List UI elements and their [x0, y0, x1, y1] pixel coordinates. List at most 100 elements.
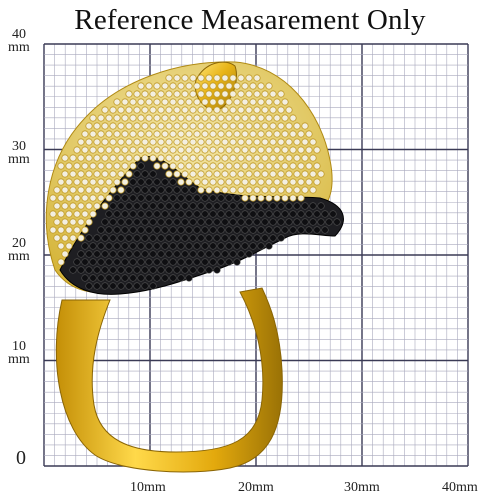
black-stone [249, 242, 257, 250]
white-stone [249, 178, 257, 186]
white-stone [121, 162, 129, 170]
white-stone [293, 186, 301, 194]
black-stone [213, 266, 221, 274]
black-stone [201, 210, 209, 218]
white-stone [193, 82, 201, 90]
black-stone [241, 242, 249, 250]
white-stone [209, 146, 217, 154]
black-stone [185, 242, 193, 250]
white-stone [253, 90, 261, 98]
white-stone [257, 114, 265, 122]
white-stone [313, 178, 321, 186]
white-stone [65, 210, 73, 218]
white-stone [245, 154, 253, 162]
black-stone [125, 234, 133, 242]
black-stone [97, 242, 105, 250]
black-stone [181, 250, 189, 258]
white-stone [125, 154, 133, 162]
black-stone [125, 218, 133, 226]
white-stone [317, 170, 325, 178]
black-stone [261, 218, 269, 226]
white-stone [281, 130, 289, 138]
white-stone [121, 130, 129, 138]
black-stone [145, 258, 153, 266]
black-stone [81, 258, 89, 266]
white-stone [177, 114, 185, 122]
white-stone [297, 178, 305, 186]
black-stone [93, 250, 101, 258]
y-axis-label-unit: mm [8, 352, 30, 367]
y-axis-label-number: 30 [12, 139, 26, 154]
black-stone [117, 282, 125, 290]
white-stone [277, 138, 285, 146]
white-stone [193, 146, 201, 154]
black-stone [177, 258, 185, 266]
white-stone [69, 234, 77, 242]
white-stone [229, 90, 237, 98]
y-axis-label-unit: mm [8, 40, 30, 55]
black-stone [213, 234, 221, 242]
white-stone [65, 194, 73, 202]
white-stone [97, 162, 105, 170]
black-stone [133, 170, 141, 178]
white-stone [297, 162, 305, 170]
white-stone [197, 106, 205, 114]
black-stone [109, 202, 117, 210]
white-stone [273, 162, 281, 170]
white-stone [109, 138, 117, 146]
black-stone [229, 202, 237, 210]
black-stone [205, 218, 213, 226]
white-stone [125, 138, 133, 146]
white-stone [133, 106, 141, 114]
white-stone [77, 234, 85, 242]
black-stone [117, 234, 125, 242]
black-stone [141, 282, 149, 290]
black-stone [113, 258, 121, 266]
white-stone [185, 114, 193, 122]
white-stone [165, 74, 173, 82]
white-stone [209, 82, 217, 90]
black-stone [193, 226, 201, 234]
black-stone [189, 202, 197, 210]
white-stone [261, 106, 269, 114]
black-stone [165, 218, 173, 226]
black-stone [173, 218, 181, 226]
white-stone [69, 186, 77, 194]
white-stone [85, 154, 93, 162]
black-stone [245, 250, 253, 258]
white-stone [121, 114, 129, 122]
white-stone [61, 186, 69, 194]
black-stone [137, 178, 145, 186]
black-stone [201, 226, 209, 234]
black-stone [221, 202, 229, 210]
black-stone [253, 218, 261, 226]
white-stone [229, 122, 237, 130]
white-stone [157, 106, 165, 114]
black-stone [189, 186, 197, 194]
white-stone [129, 146, 137, 154]
white-stone [145, 114, 153, 122]
white-stone [189, 122, 197, 130]
black-stone [177, 242, 185, 250]
white-stone [233, 114, 241, 122]
white-stone [93, 186, 101, 194]
white-stone [177, 162, 185, 170]
black-stone [145, 178, 153, 186]
black-stone [309, 202, 317, 210]
black-stone [105, 242, 113, 250]
white-stone [113, 178, 121, 186]
white-stone [209, 114, 217, 122]
white-stone [257, 130, 265, 138]
black-stone [105, 258, 113, 266]
white-stone [101, 154, 109, 162]
black-stone [293, 202, 301, 210]
x-axis-label: 30mm [344, 480, 380, 495]
white-stone [117, 122, 125, 130]
white-stone [205, 186, 213, 194]
white-stone [73, 162, 81, 170]
black-stone [145, 242, 153, 250]
black-stone [125, 202, 133, 210]
black-stone [101, 250, 109, 258]
white-stone [101, 202, 109, 210]
black-stone [109, 282, 117, 290]
